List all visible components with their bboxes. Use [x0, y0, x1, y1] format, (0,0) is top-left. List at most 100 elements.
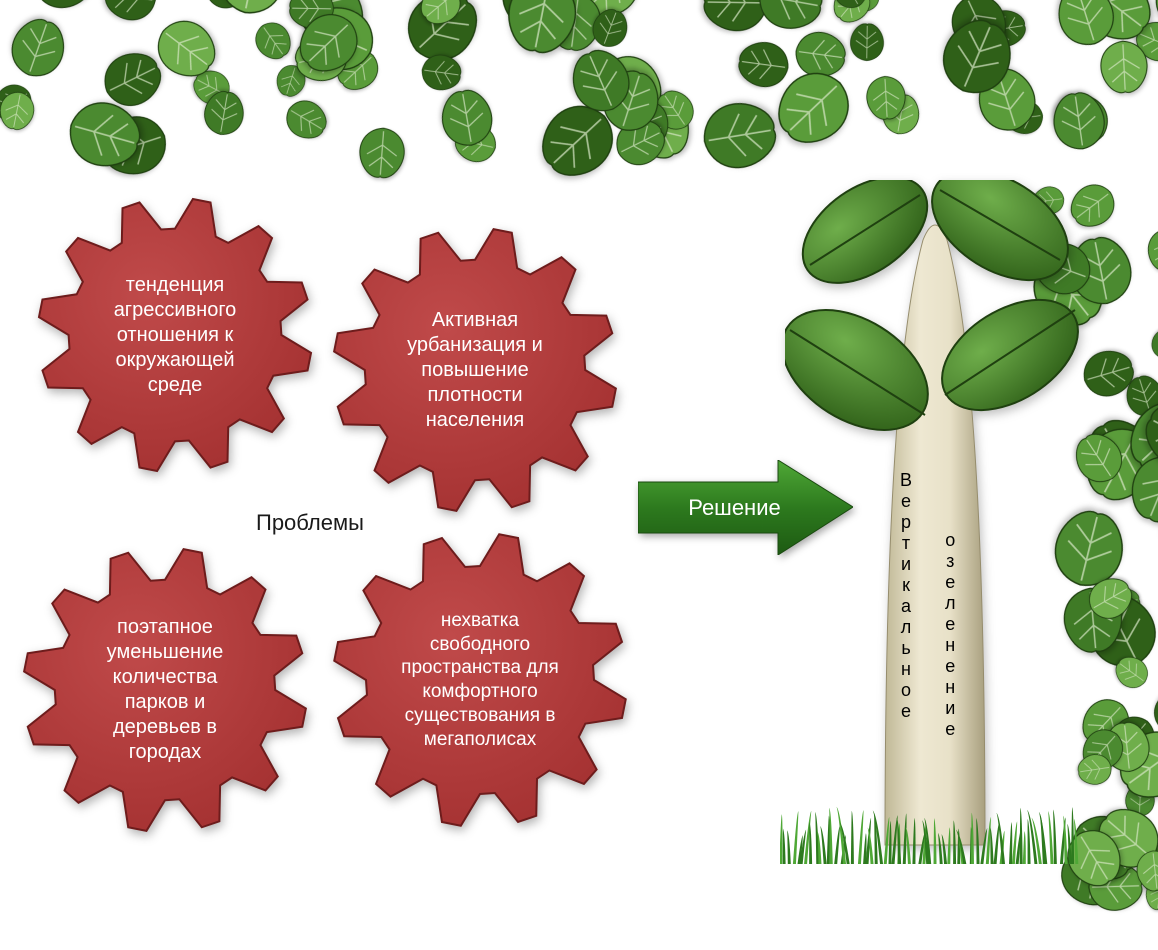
ivy-leaf: [1142, 321, 1158, 368]
ivy-leaf: [1079, 789, 1158, 889]
ivy-leaf: [537, 0, 612, 57]
ivy-leaf: [1128, 846, 1158, 895]
gear-text: поэтапное уменьшение количества парков и…: [61, 615, 270, 765]
ivy-leaf: [586, 59, 675, 144]
ivy-leaf: [1146, 489, 1158, 579]
ivy-leaf: [859, 72, 913, 122]
ivy-leaf: [479, 0, 593, 56]
ivy-leaf: [202, 0, 301, 25]
ivy-leaf: [553, 36, 647, 127]
ivy-leaf: [350, 123, 414, 182]
gear-2: Активная урбанизация и повышение плотнос…: [330, 225, 620, 515]
ivy-leaf: [409, 0, 475, 38]
ivy-leaf: [613, 92, 682, 158]
ivy-leaf: [429, 83, 505, 154]
ivy-leaf: [384, 0, 500, 85]
trunk-text-2: озеленение: [945, 530, 956, 740]
ivy-leaf: [701, 0, 771, 41]
ivy-leaf: [1126, 9, 1158, 74]
tree-graphic: Вертикальное озеленение: [785, 180, 1085, 875]
ivy-leaf: [89, 35, 175, 124]
ivy-leaf: [1099, 708, 1158, 821]
ivy-leaf: [749, 0, 830, 43]
solution-arrow-label: Решение: [688, 495, 781, 521]
ivy-leaf: [274, 87, 337, 152]
ivy-leaf: [1136, 0, 1158, 43]
ivy-leaf: [874, 89, 929, 140]
ivy-leaf: [1141, 684, 1158, 775]
ivy-leaf: [451, 103, 498, 147]
ivy-leaf: [789, 22, 851, 88]
ivy-leaf: [961, 57, 1052, 144]
infographic-canvas: тенденция агрессивного отношения к окруж…: [0, 0, 1158, 864]
ivy-leaf: [1116, 368, 1158, 425]
ivy-leaf: [561, 0, 659, 36]
ivy-leaf: [195, 0, 260, 21]
ivy-leaf: [107, 123, 166, 178]
ivy-leaf: [1095, 717, 1158, 777]
gear-text: нехватка свободного пространства для ком…: [372, 609, 588, 752]
ivy-leaf: [1042, 0, 1131, 58]
ivy-leaf: [289, 0, 390, 90]
ivy-leaf: [755, 48, 873, 167]
trunk-text-1: Вертикальное: [900, 470, 912, 722]
ivy-leaf: [913, 0, 961, 1]
ivy-leaf: [0, 7, 81, 89]
ivy-leaf: [1106, 377, 1158, 499]
ivy-leaf: [324, 35, 392, 104]
ivy-leaf: [979, 2, 1030, 56]
ivy-leaf: [139, 1, 233, 96]
ivy-leaf: [845, 0, 883, 18]
ivy-leaf: [1104, 581, 1145, 624]
ivy-leaf: [578, 34, 682, 138]
ivy-leaf: [281, 0, 378, 92]
ivy-leaf: [734, 32, 796, 98]
ivy-leaf: [1077, 565, 1144, 634]
gear-4: нехватка свободного пространства для ком…: [330, 530, 630, 830]
ivy-leaf: [1084, 401, 1158, 518]
ivy-leaf: [933, 0, 1024, 68]
ivy-leaf: [288, 0, 337, 36]
ivy-leaf: [243, 10, 303, 69]
ivy-leaf: [0, 72, 43, 133]
ivy-leaf: [1101, 618, 1152, 668]
gear-text: тенденция агрессивного отношения к окруж…: [74, 273, 276, 398]
ivy-leaf: [603, 104, 677, 180]
ivy-leaf: [269, 58, 315, 102]
ivy-leaf: [611, 79, 709, 174]
ivy-leaf: [921, 3, 1033, 112]
ivy-leaf: [1085, 854, 1145, 920]
gear-1: тенденция агрессивного отношения к окруж…: [35, 195, 315, 475]
ivy-leaf: [1139, 223, 1158, 276]
ivy-leaf: [416, 46, 465, 98]
ivy-leaf: [1106, 646, 1158, 699]
ivy-leaf: [1042, 86, 1117, 157]
ivy-leaf: [693, 87, 784, 184]
ivy-leaf: [1139, 676, 1158, 747]
ivy-leaf: [55, 84, 152, 185]
ivy-leaf: [1096, 702, 1158, 776]
ivy-leaf: [1112, 440, 1158, 537]
ivy-leaf: [822, 0, 879, 18]
ivy-leaf: [288, 21, 357, 94]
ivy-leaf: [449, 115, 503, 172]
ivy-leaf: [90, 98, 180, 192]
ivy-leaf: [275, 0, 385, 66]
ivy-leaf: [488, 0, 571, 23]
ivy-leaf: [1139, 874, 1158, 914]
ivy-leaf: [519, 81, 638, 200]
grass-graphic: [780, 804, 1080, 864]
ivy-leaf: [1123, 824, 1158, 915]
ivy-decoration-top: [0, 0, 1158, 190]
ivy-leaf: [643, 79, 707, 142]
ivy-leaf: [1092, 36, 1157, 96]
ivy-leaf: [821, 0, 883, 35]
ivy-leaf: [494, 0, 606, 58]
gear-3: поэтапное уменьшение количества парков и…: [20, 545, 310, 835]
gear-text: Активная урбанизация и повышение плотнос…: [371, 308, 580, 433]
ivy-leaf: [0, 86, 43, 135]
ivy-leaf: [184, 58, 240, 115]
ivy-leaf: [195, 86, 254, 142]
ivy-leaf: [1039, 76, 1125, 163]
ivy-leaf: [1120, 782, 1158, 819]
